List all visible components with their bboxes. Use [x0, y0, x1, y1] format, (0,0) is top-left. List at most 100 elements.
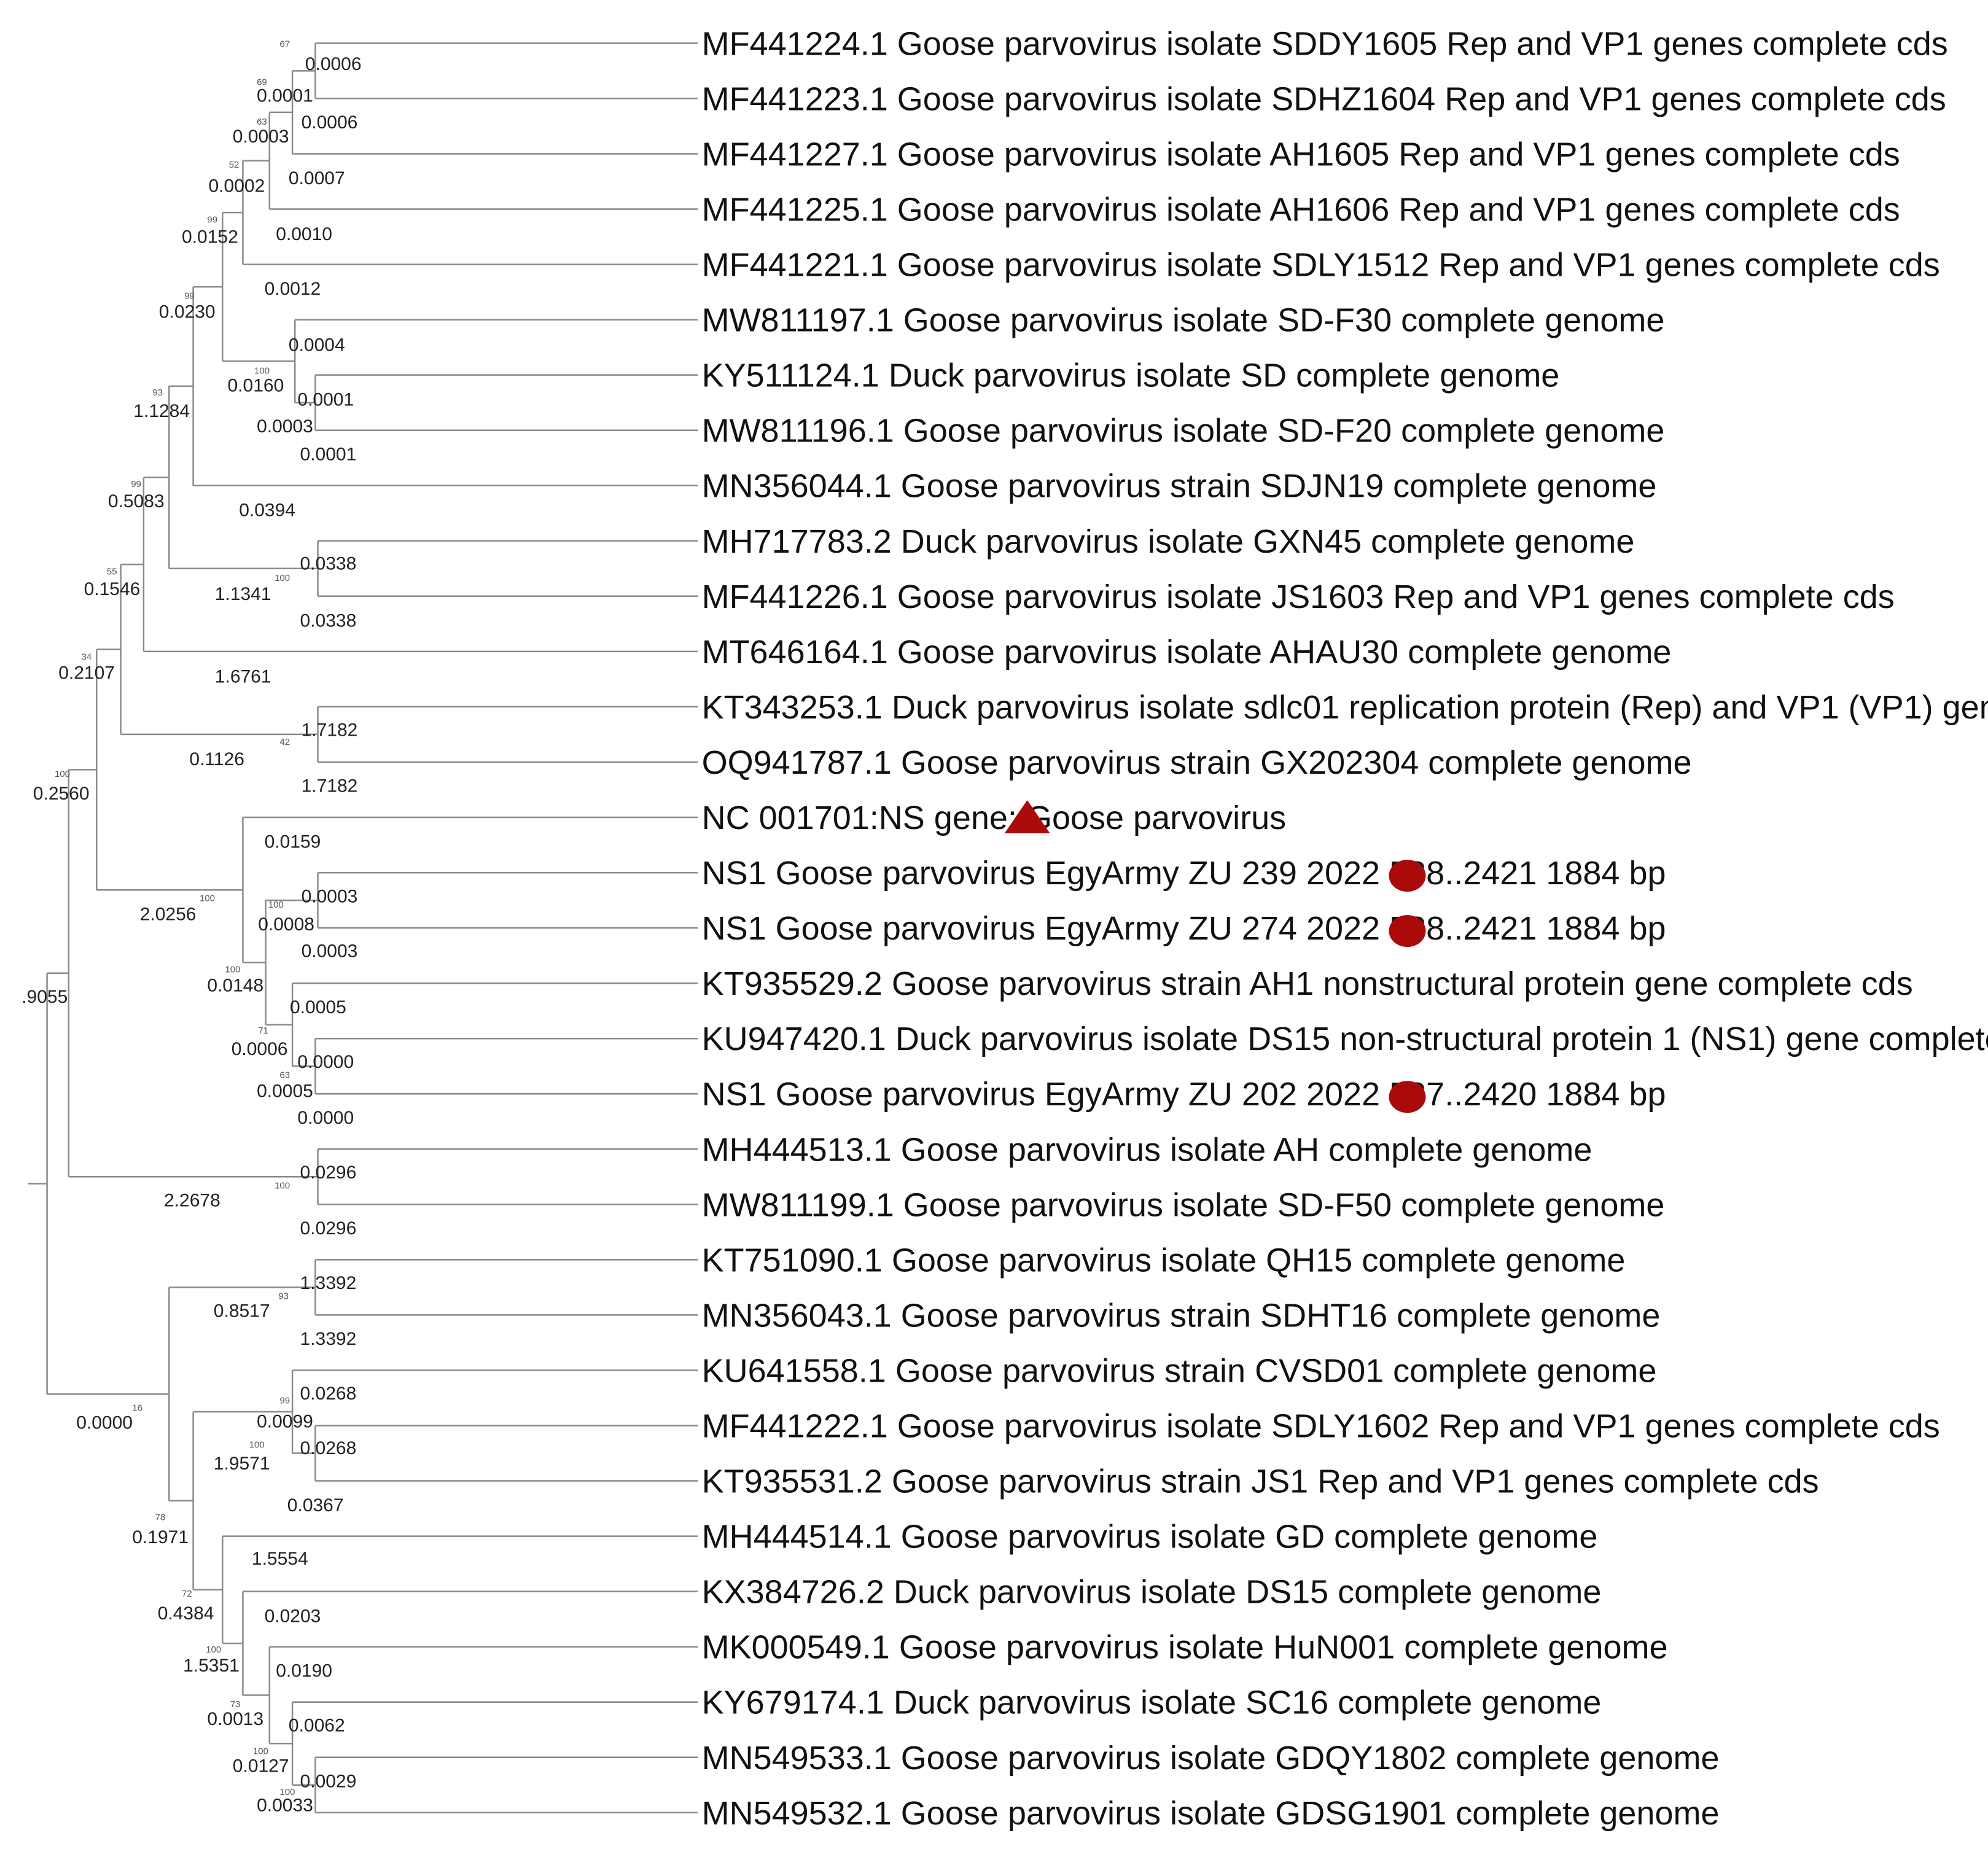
- branch-length-label: 2.2678: [164, 1190, 220, 1210]
- leaf-label: MN549533.1 Goose parvovirus isolate GDQY…: [702, 1740, 1720, 1777]
- branch-length-label: 0.0013: [207, 1709, 263, 1729]
- branch-length-label: 0.0099: [257, 1412, 313, 1432]
- branch-length-label: 0.0012: [265, 279, 321, 299]
- branch-length-label: 0.0005: [290, 997, 346, 1018]
- leaf-label: MF441226.1 Goose parvovirus isolate JS16…: [702, 578, 1895, 615]
- branch-length-label: 0.0006: [232, 1039, 288, 1059]
- branch-length-label: 0.0268: [300, 1384, 357, 1404]
- branch-length-label: 0.0008: [258, 914, 314, 935]
- leaf-label: KY679174.1 Duck parvovirus isolate SC16 …: [702, 1684, 1602, 1721]
- branch-length-label: 1.6761: [215, 667, 271, 687]
- bootstrap-label: 100: [206, 1645, 221, 1655]
- branch-length-label: 0.0003: [302, 887, 358, 907]
- branch-length-label: 0.8517: [214, 1301, 270, 1322]
- bootstrap-label: 100: [275, 573, 290, 583]
- leaf-label: OQ941787.1 Goose parvovirus strain GX202…: [702, 744, 1692, 781]
- branch-length-labels: 0.0006 0.0001 0.0006 0.0003 0.0007 0.0002 0.00…: [21, 54, 361, 1816]
- branch-length-label: 0.0160: [228, 376, 284, 396]
- bootstrap-label: 78: [155, 1512, 166, 1523]
- leaf-label: MF441224.1 Goose parvovirus isolate SDDY…: [702, 25, 1948, 62]
- branch-length-label: 1.5554: [252, 1549, 308, 1569]
- bootstrap-label: 69: [257, 77, 267, 88]
- branch-length-label: 0.0296: [300, 1162, 357, 1183]
- leaf-label: MK000549.1 Goose parvovirus isolate HuN0…: [702, 1629, 1668, 1666]
- branch-length-label: 0.0004: [289, 335, 345, 355]
- branch-length-label: 0.0268: [300, 1438, 357, 1458]
- bootstrap-label: 73: [230, 1699, 241, 1710]
- branch-length-label: 1.7182: [302, 720, 358, 741]
- branch-length-label: 0.0203: [265, 1606, 321, 1626]
- branch-length-label: 2.0256: [140, 905, 197, 925]
- branch-length-label: 0.0033: [257, 1796, 313, 1816]
- leaf-label: KX384726.2 Duck parvovirus isolate DS15 …: [702, 1574, 1602, 1611]
- branch-length-label: 1.1284: [133, 401, 190, 421]
- branch-length-label: 0.0001: [300, 444, 357, 464]
- branch-length-label: 0.1126: [189, 749, 244, 769]
- leaf-label: KY511124.1 Duck parvovirus isolate SD co…: [702, 357, 1560, 394]
- branch-length-label: 0.0338: [300, 553, 357, 574]
- branch-length-label: 0.0062: [289, 1715, 345, 1735]
- leaf-label: KT935529.2 Goose parvovirus strain AH1 n…: [702, 965, 1913, 1002]
- bootstrap-label: 42: [279, 737, 290, 747]
- branch-length-label: 0.0002: [209, 176, 265, 197]
- branch-length-label: 0.1546: [84, 579, 141, 599]
- leaf-label: KU947420.1 Duck parvovirus isolate DS15 …: [702, 1021, 1988, 1057]
- branch-length-label: 0.0367: [287, 1495, 344, 1516]
- leaf-label: MH717783.2 Duck parvovirus isolate GXN45…: [702, 523, 1635, 560]
- branch-length-label: 0.0000: [297, 1052, 354, 1072]
- leaf-label: MF441225.1 Goose parvovirus isolate AH16…: [702, 192, 1900, 228]
- branch-length-label: 0.0029: [300, 1771, 357, 1791]
- bootstrap-label: 63: [279, 1070, 290, 1080]
- branch-length-label: 0.1971: [132, 1527, 189, 1547]
- bootstrap-label: 34: [82, 652, 92, 662]
- tree-branches: [28, 42, 698, 1814]
- branch-length-label: 0.4384: [158, 1603, 214, 1624]
- branch-length-label: 0.0148: [207, 976, 263, 996]
- branch-length-label: 1.9571: [214, 1454, 270, 1474]
- branch-length-label: 0.2560: [33, 784, 90, 804]
- bootstrap-label: 100: [55, 769, 70, 779]
- bootstrap-label: 72: [182, 1589, 192, 1599]
- sample-markers: [1004, 800, 1426, 1113]
- bootstrap-label: 52: [229, 160, 240, 170]
- bootstrap-label: 55: [107, 567, 117, 577]
- bootstrap-label: 93: [278, 1291, 289, 1302]
- branch-length-label: 1.3392: [300, 1329, 357, 1349]
- circle-marker-icon: [1389, 1081, 1426, 1113]
- branch-length-label: 0.0127: [233, 1756, 289, 1777]
- leaf-label: MN549532.1 Goose parvovirus isolate GDSG…: [702, 1795, 1720, 1832]
- branch-length-label: 0.0152: [182, 227, 238, 247]
- bootstrap-label: 100: [200, 893, 215, 904]
- leaf-label: NS1 Goose parvovirus EgyArmy ZU 239 2022…: [702, 855, 1666, 892]
- branch-length-label: 0.5083: [108, 491, 165, 512]
- branch-length-label: 0.0000: [76, 1413, 133, 1433]
- leaf-label: MH444514.1 Goose parvovirus isolate GD c…: [702, 1519, 1598, 1555]
- branch-length-label: 0.0230: [159, 302, 216, 322]
- leaf-label: MF441223.1 Goose parvovirus isolate SDHZ…: [702, 80, 1946, 117]
- branch-length-label: 1.1341: [215, 584, 271, 604]
- bootstrap-labels: 67 69 63 52 99 99 100 93 99 55 100 34 42 100 100 100 100…: [55, 39, 295, 1797]
- branch-length-label: 0.0006: [302, 112, 358, 133]
- leaf-label: KU641558.1 Goose parvovirus strain CVSD0…: [702, 1353, 1657, 1390]
- branch-length-label: 0.0005: [257, 1081, 313, 1101]
- leaf-label: KT751090.1 Goose parvovirus isolate QH15…: [702, 1242, 1626, 1279]
- bootstrap-label: 100: [279, 1787, 295, 1797]
- bootstrap-label: 100: [268, 900, 284, 910]
- leaf-label: NC 001701:NS gene: Goose parvovirus: [702, 800, 1287, 836]
- bootstrap-label: 71: [258, 1026, 268, 1036]
- bootstrap-label: 100: [225, 965, 240, 975]
- bootstrap-label: 63: [257, 117, 267, 127]
- bootstrap-label: 67: [279, 39, 290, 50]
- branch-length-label: 0.0001: [257, 86, 313, 106]
- leaf-label: MW811197.1 Goose parvovirus isolate SD-F…: [702, 302, 1665, 339]
- leaf-label: NS1 Goose parvovirus EgyArmy ZU 202 2022…: [702, 1076, 1666, 1113]
- leaf-label: NS1 Goose parvovirus EgyArmy ZU 274 2022…: [702, 910, 1666, 947]
- circle-marker-icon: [1389, 915, 1426, 948]
- leaf-label: KT935531.2 Goose parvovirus strain JS1 R…: [702, 1463, 1819, 1500]
- leaf-label: MW811196.1 Goose parvovirus isolate SD-F…: [702, 413, 1665, 450]
- branch-length-label: 1.7182: [302, 776, 358, 796]
- branch-length-label: 0.0000: [297, 1108, 354, 1128]
- bootstrap-label: 99: [131, 479, 141, 489]
- leaf-label: MF441221.1 Goose parvovirus isolate SDLY…: [702, 247, 1940, 284]
